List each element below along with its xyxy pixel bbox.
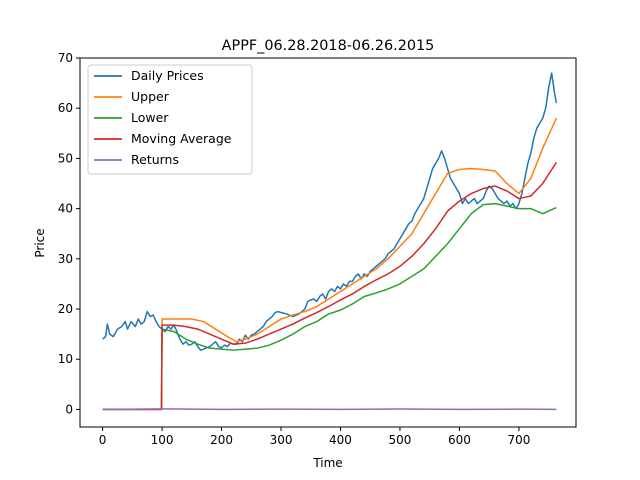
x-tick-label: 500 [389,433,412,447]
legend: Daily Prices Upper Lower Moving Average Retu… [87,64,253,175]
series-layer [102,72,558,411]
series-line-0 [102,72,558,351]
legend-label-0: Daily Prices [131,68,204,83]
x-axis-label: Time [312,456,342,470]
series-line-3 [102,162,557,411]
x-tick-label: 200 [210,433,233,447]
legend-box [87,64,253,175]
series-line-1 [102,117,558,411]
x-tick-label: 0 [99,433,107,447]
legend-label-4: Returns [131,152,179,167]
chart-title: APPF_06.28.2018-06.26.2015 [222,38,435,54]
series-line-2 [102,202,557,411]
y-tick-label: 0 [65,402,73,416]
y-tick-label: 70 [58,51,73,65]
y-tick-label: 60 [58,101,73,115]
x-tick-label: 300 [270,433,293,447]
y-tick-label: 20 [58,302,73,316]
legend-label-3: Moving Average [131,131,232,146]
y-axis: 0 10 20 30 40 50 60 70 [58,51,80,416]
plot-frame [79,57,577,428]
series-line-4 [102,408,557,411]
y-tick-label: 30 [58,252,73,266]
y-tick-label: 40 [58,202,73,216]
y-tick-label: 10 [58,352,73,366]
y-axis-label: Price [33,228,47,257]
y-tick-label: 50 [58,151,73,165]
x-tick-label: 600 [448,433,471,447]
x-tick-label: 700 [507,433,530,447]
x-tick-label: 400 [329,433,352,447]
legend-label-2: Lower [131,110,169,125]
x-axis: 0 100 200 300 400 500 600 700 [99,427,530,447]
x-tick-label: 100 [151,433,174,447]
legend-label-1: Upper [131,89,170,104]
